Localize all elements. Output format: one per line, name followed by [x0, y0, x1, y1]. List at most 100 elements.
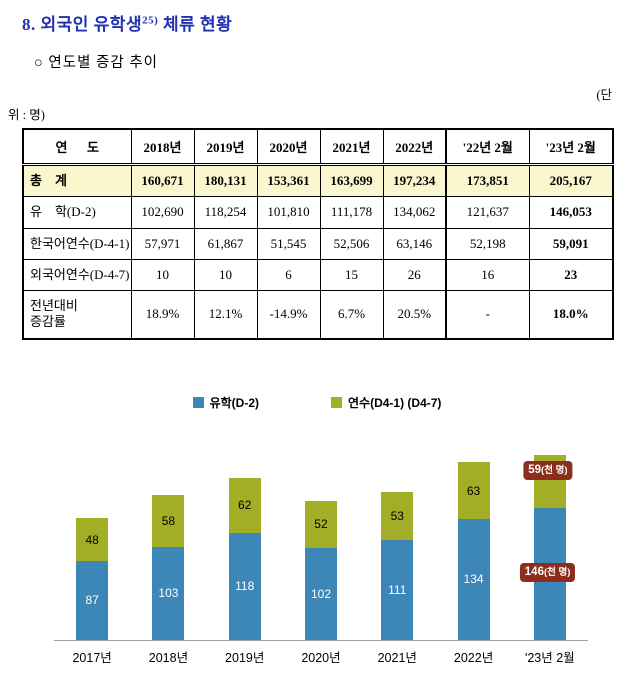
table-cell: 6.7% [319, 290, 384, 339]
table-cell: 12.1% [193, 290, 258, 339]
table-cell: 18.0% [528, 290, 614, 339]
table-cell: 6 [256, 258, 321, 292]
stacked-bar-chart: 유학(D-2) 연수(D4-1) (D4-7) 48 87 58 103 62 118 52… [22, 394, 612, 666]
chart-plot: 48 87 58 103 62 118 52 102 53 111 63 134 59(천 명) 146(… [54, 441, 588, 641]
x-axis-label: '23년 2월 [524, 650, 575, 665]
table-cell: 163,699 [319, 163, 384, 198]
table-cell: 197,234 [382, 163, 447, 198]
legend-label-training: 연수(D4-1) (D4-7) [348, 395, 442, 410]
table-cell: 15 [319, 258, 384, 292]
col-header-2021: 2021년 [319, 128, 384, 166]
table-row: 유 학(D-2) 102,690 118,254 101,810 111,178 134,… [22, 196, 614, 229]
table-cell: 52,198 [445, 227, 530, 260]
bar-segment-study: 103 [152, 546, 185, 640]
status-table: 연 도 2018년 2019년 2020년 2021년 2022년 '22년 2… [22, 128, 614, 340]
table-cell: 121,637 [445, 196, 530, 229]
bar-segment-study: 134 [457, 518, 490, 640]
table-cell: 173,851 [445, 163, 530, 198]
bar-group: 62 118 [207, 477, 283, 640]
legend-swatch-study [192, 396, 204, 408]
callout-value: 59 [528, 464, 542, 477]
table-row: 한국어연수(D-4-1) 57,971 61,867 51,545 52,506 63,1… [22, 227, 614, 260]
table-cell: 134,062 [382, 196, 447, 229]
row-label: 유 학(D-2) [22, 196, 132, 229]
bar-segment-training: 52 [304, 500, 337, 548]
row-label: 한국어연수(D-4-1) [22, 227, 132, 260]
table-cell: 16 [445, 258, 530, 292]
col-header-2020: 2020년 [256, 128, 321, 166]
stacked-bar: 58 103 [152, 494, 185, 640]
table-cell: 52,506 [319, 227, 384, 260]
callout-unit: (천 명) [543, 567, 571, 579]
callout-value: 146 [524, 566, 544, 579]
stacked-bar: 62 118 [228, 477, 261, 640]
table-header-row: 연 도 2018년 2019년 2020년 2021년 2022년 '22년 2… [22, 128, 614, 166]
x-axis-label: 2019년 [225, 650, 265, 665]
page-title: 8. 외국인 유학생25) 체류 현황 [22, 10, 612, 35]
table-body: 총 계 160,671 180,131 153,361 163,699 197,234 17… [22, 163, 614, 339]
x-axis-label: 2017년 [72, 650, 112, 665]
table-cell: 26 [382, 258, 447, 292]
table-cell: 61,867 [193, 227, 258, 260]
row-label: 전년대비 증감률 [22, 290, 132, 339]
col-header-2022: 2022년 [382, 128, 447, 166]
legend-swatch-training [331, 396, 342, 408]
bar-group: 48 87 [54, 518, 130, 640]
x-axis-label: 2020년 [301, 650, 341, 665]
table-cell: 102,690 [130, 196, 195, 229]
row-label: 외국어연수(D-4-7) [22, 258, 132, 292]
bar-group: 53 111 [359, 491, 435, 640]
row-label: 총 계 [22, 163, 132, 198]
col-header-feb-2022: '22년 2월 [445, 128, 530, 166]
bar-segment-training: 62 [228, 477, 261, 534]
table-cell: 111,178 [319, 196, 384, 229]
col-header-2018: 2018년 [130, 128, 195, 166]
table-cell: 153,361 [256, 163, 321, 198]
table-cell: 23 [528, 258, 614, 292]
x-axis-label: 2018년 [148, 650, 189, 665]
page-title-suffix: 체류 현황 [158, 15, 233, 34]
table-cell: 10 [130, 258, 195, 292]
col-header-feb-2023: '23년 2월 [528, 128, 614, 166]
x-axis-label: 2021년 [377, 650, 417, 665]
table-cell: - [445, 290, 530, 339]
section-subtitle: ○ 연도별 증감 추이 [34, 55, 159, 71]
stacked-bar: 52 102 [304, 500, 337, 640]
unit-note-wrapped-part2: 위 : 명) [8, 108, 45, 122]
bar-group: 52 102 [283, 500, 359, 640]
bar-segment-study: 111 [381, 539, 414, 640]
table-cell: 180,131 [193, 163, 258, 198]
stacked-bar: 48 87 [76, 518, 109, 640]
table-row: 외국어연수(D-4-7) 10 10 6 15 26 16 23 [22, 258, 614, 292]
bar-segment-training: 48 [76, 518, 109, 562]
table-cell: 118,254 [193, 196, 258, 229]
bar-segment-study: 102 [304, 547, 337, 640]
table-cell: 59,091 [528, 227, 614, 260]
col-header-year: 연 도 [22, 128, 132, 166]
table-cell: 20.5% [382, 290, 447, 339]
bar-group: 63 134 [435, 462, 511, 640]
stacked-bar: 63 134 [457, 462, 490, 640]
legend-item-training: 연수(D4-1) (D4-7) [331, 394, 441, 411]
table-row: 전년대비 증감률 18.9% 12.1% -14.9% 6.7% 20.5% -18.0% [22, 290, 614, 339]
bar-segment-study: 118 [228, 533, 261, 640]
bar-group: 58 103 [130, 494, 206, 640]
value-callout-badge: 146(천 명) [519, 563, 576, 583]
table-cell: 101,810 [256, 196, 321, 229]
stacked-bar: 53 111 [381, 491, 414, 640]
bar-group: 59(천 명) 146(천 명) [512, 455, 588, 640]
value-callout-badge: 59(천 명) [523, 461, 573, 480]
table-cell: 146,053 [528, 196, 614, 229]
callout-unit: (천 명) [541, 465, 568, 477]
stacked-bar: 59(천 명) 146(천 명) [519, 455, 576, 640]
table-cell: 57,971 [130, 227, 195, 260]
table-cell: 160,671 [130, 163, 195, 198]
table-cell: 63,146 [382, 227, 447, 260]
bar-segment-study: 87 [76, 561, 109, 640]
bar-segment-training: 58 [152, 494, 185, 547]
table-cell: 10 [193, 258, 258, 292]
document-page: 8. 외국인 유학생25) 체류 현황 ○ 연도별 증감 추이 (단 위 : 명… [8, 10, 614, 666]
legend-label-study: 유학(D-2) [209, 395, 259, 410]
bar-segment-training: 63 [457, 462, 490, 519]
legend-item-study: 유학(D-2) [192, 394, 259, 411]
